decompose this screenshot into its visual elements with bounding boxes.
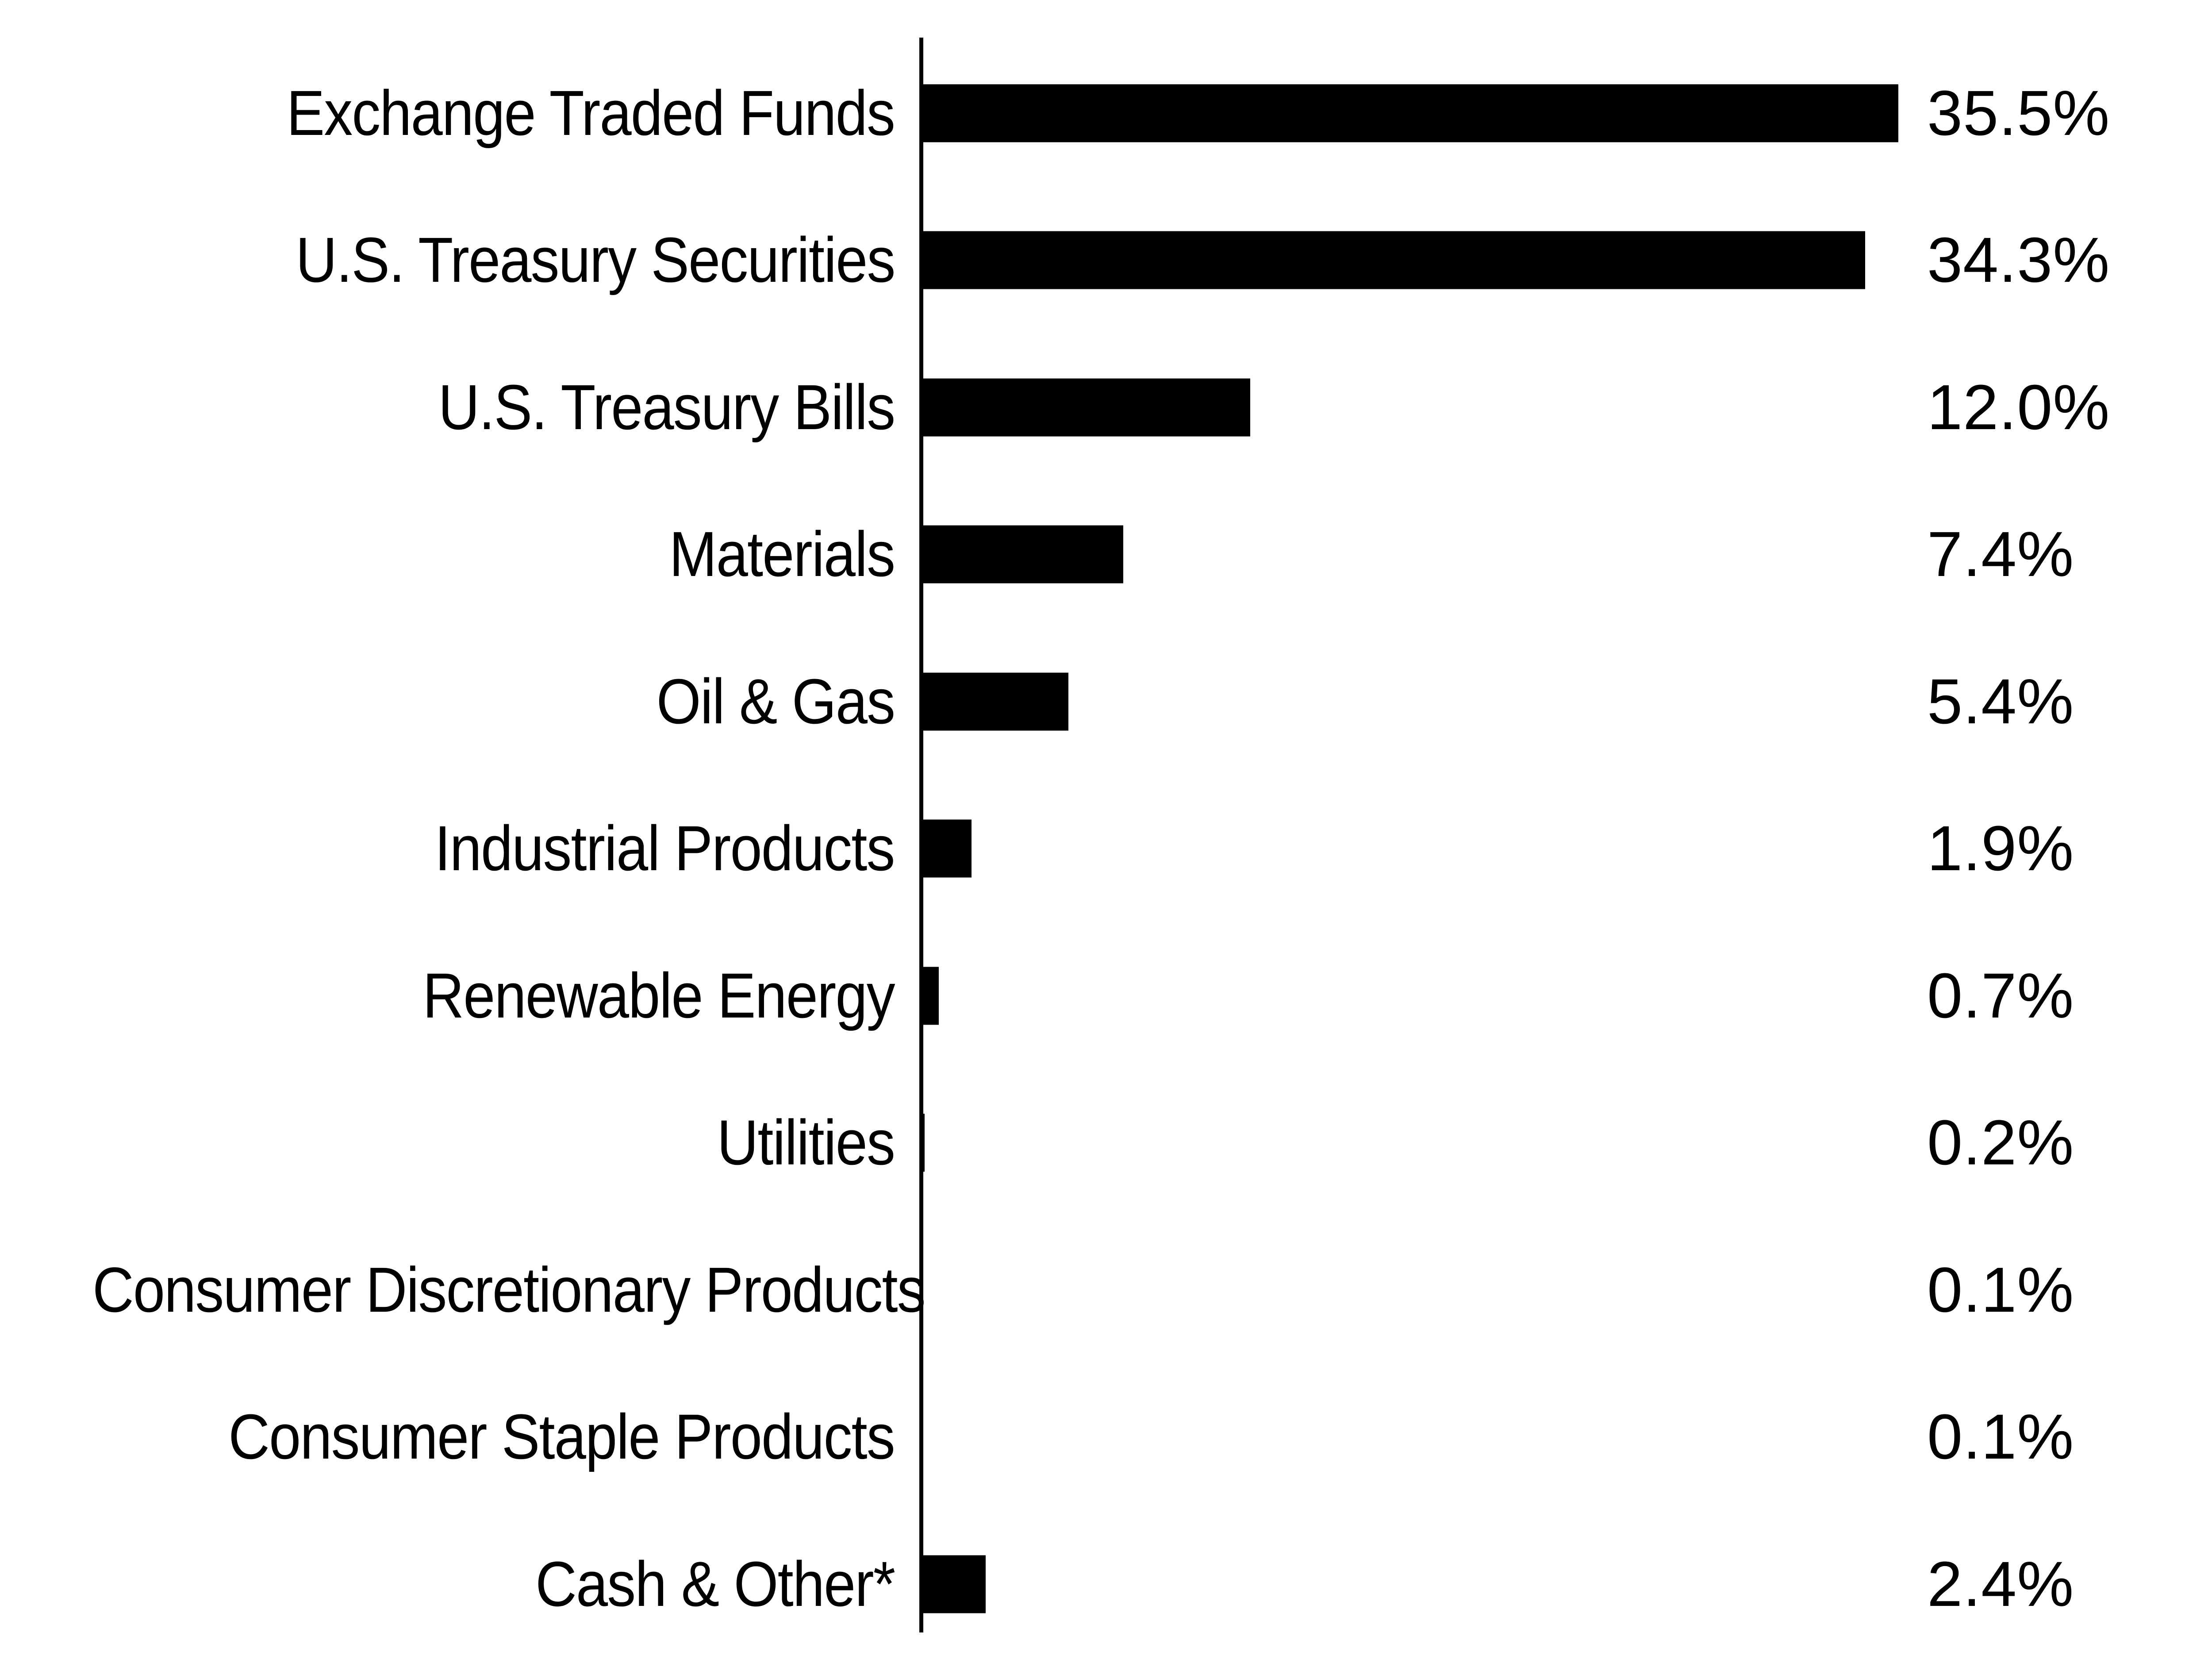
chart-row: Exchange Traded Funds 35.5% [0,39,2212,187]
allocation-bar [919,525,1124,584]
category-label-wrap: Utilities [0,1111,895,1175]
category-label-wrap: Exchange Traded Funds [0,81,895,145]
category-label: Oil & Gas [656,665,895,737]
category-label-wrap: Cash & Other* [0,1552,895,1616]
chart-row: U.S. Treasury Bills 12.0% [0,334,2212,481]
allocation-bar [919,672,1068,730]
chart-row: Consumer Staple Products 0.1% [0,1363,2212,1511]
percentage-label: 0.1% [1927,1401,2074,1472]
category-label: Materials [669,518,895,590]
allocation-bar [919,1408,922,1466]
category-label-wrap: Oil & Gas [0,665,895,737]
allocation-bar [919,1555,986,1613]
allocation-bar [919,378,1251,436]
allocation-bar [919,231,1866,289]
chart-row: Consumer Discretionary Products 0.1% [0,1216,2212,1363]
chart-row: U.S. Treasury Securities 34.3% [0,187,2212,334]
percentage-label: 0.7% [1927,960,2074,1031]
percentage-label: 12.0% [1927,371,2110,443]
category-label-wrap: U.S. Treasury Bills [0,371,895,443]
percentage-label: 0.1% [1927,1254,2074,1325]
percentage-label: 35.5% [1927,77,2110,149]
category-label: Exchange Traded Funds [286,77,895,149]
percentage-label: 7.4% [1927,518,2074,590]
chart-row: Materials 7.4% [0,481,2212,628]
category-label-wrap: Consumer Staple Products [0,1405,895,1469]
allocation-bar [919,1261,922,1319]
category-label: Renewable Energy [422,960,895,1031]
percentage-label: 2.4% [1927,1548,2074,1620]
category-label-wrap: U.S. Treasury Securities [0,228,895,292]
percentage-label: 1.9% [1927,813,2074,884]
allocation-bar [919,819,972,878]
category-label: U.S. Treasury Bills [438,371,895,443]
chart-row: Industrial Products 1.9% [0,775,2212,922]
percentage-label: 0.2% [1927,1107,2074,1178]
category-label-wrap: Renewable Energy [0,964,895,1028]
category-label: Cash & Other* [535,1548,895,1620]
chart-row: Oil & Gas 5.4% [0,628,2212,775]
category-label: Consumer Staple Products [228,1401,895,1472]
percentage-label: 5.4% [1927,665,2074,737]
chart-row: Cash & Other* 2.4% [0,1510,2212,1658]
percentage-label: 34.3% [1927,224,2110,296]
category-label-wrap: Consumer Discretionary Products [0,1258,926,1322]
allocation-bar [919,967,939,1025]
category-label-wrap: Industrial Products [0,817,895,880]
allocation-bar [919,1114,925,1172]
chart-row: Utilities 0.2% [0,1069,2212,1217]
allocation-bar [919,84,1898,142]
category-label-wrap: Materials [0,522,895,586]
chart-row: Renewable Energy 0.7% [0,922,2212,1069]
category-label: U.S. Treasury Securities [295,224,895,296]
category-label: Utilities [717,1107,895,1178]
category-label: Consumer Discretionary Products [92,1254,926,1325]
category-label: Industrial Products [434,813,895,884]
